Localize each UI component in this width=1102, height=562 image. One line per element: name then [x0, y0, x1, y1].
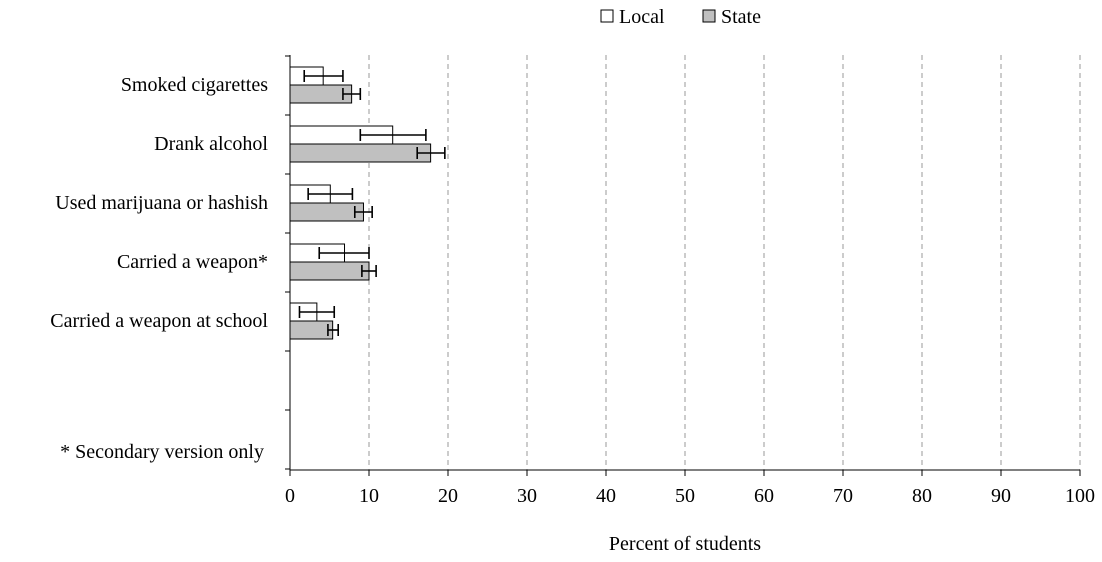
legend: Local State — [600, 6, 761, 28]
x-tick-label: 90 — [991, 485, 1011, 507]
bar-state — [289, 202, 364, 222]
x-tick-label: 80 — [912, 485, 932, 507]
category-label: Drank alcohol — [154, 133, 268, 155]
error-bars — [298, 70, 446, 336]
x-tick-label: 100 — [1065, 485, 1095, 507]
x-axis-title: Percent of students — [609, 533, 761, 555]
x-tick-label: 0 — [285, 485, 295, 507]
bar-state — [289, 143, 432, 163]
bar-state — [289, 261, 370, 281]
bar-state — [289, 320, 334, 340]
footnote: * Secondary version only — [60, 441, 264, 463]
x-tick-label: 30 — [517, 485, 537, 507]
tick-labels: 0 10 20 30 40 50 60 70 80 90 100 — [285, 485, 1095, 507]
x-tick-label: 70 — [833, 485, 853, 507]
category-label: Carried a weapon* — [117, 251, 268, 273]
category-label: Smoked cigarettes — [121, 74, 268, 96]
legend-label-local: Local — [619, 6, 665, 28]
x-tick-label: 40 — [596, 485, 616, 507]
category-label: Used marijuana or hashish — [55, 192, 268, 214]
category-labels: Smoked cigarettes Drank alcohol Used marij… — [50, 74, 268, 332]
legend-swatch-state — [702, 9, 716, 23]
x-tick-label: 60 — [754, 485, 774, 507]
legend-label-state: State — [721, 6, 761, 28]
axes — [285, 55, 1081, 476]
gridlines — [368, 55, 1081, 470]
legend-swatch-local — [600, 9, 614, 23]
category-label: Carried a weapon at school — [50, 310, 268, 332]
x-tick-label: 10 — [359, 485, 379, 507]
x-tick-label: 50 — [675, 485, 695, 507]
bars — [289, 66, 432, 340]
x-tick-label: 20 — [438, 485, 458, 507]
